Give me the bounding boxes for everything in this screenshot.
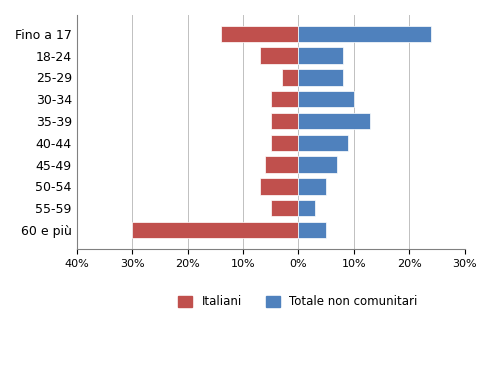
Bar xyxy=(271,135,299,151)
Bar xyxy=(299,200,315,216)
Bar xyxy=(299,91,354,107)
Bar xyxy=(299,69,343,86)
Bar xyxy=(260,48,299,64)
Bar xyxy=(265,156,299,173)
Bar xyxy=(299,135,348,151)
Bar xyxy=(271,113,299,129)
Bar xyxy=(221,25,299,42)
Bar xyxy=(299,178,326,194)
Bar xyxy=(299,222,326,238)
Bar xyxy=(271,200,299,216)
Bar xyxy=(299,48,343,64)
Bar xyxy=(299,25,431,42)
Bar xyxy=(132,222,299,238)
Bar xyxy=(271,91,299,107)
Bar xyxy=(299,156,337,173)
Bar xyxy=(260,178,299,194)
Bar xyxy=(282,69,299,86)
Legend: Italiani, Totale non comunitari: Italiani, Totale non comunitari xyxy=(173,291,422,313)
Bar xyxy=(299,113,370,129)
